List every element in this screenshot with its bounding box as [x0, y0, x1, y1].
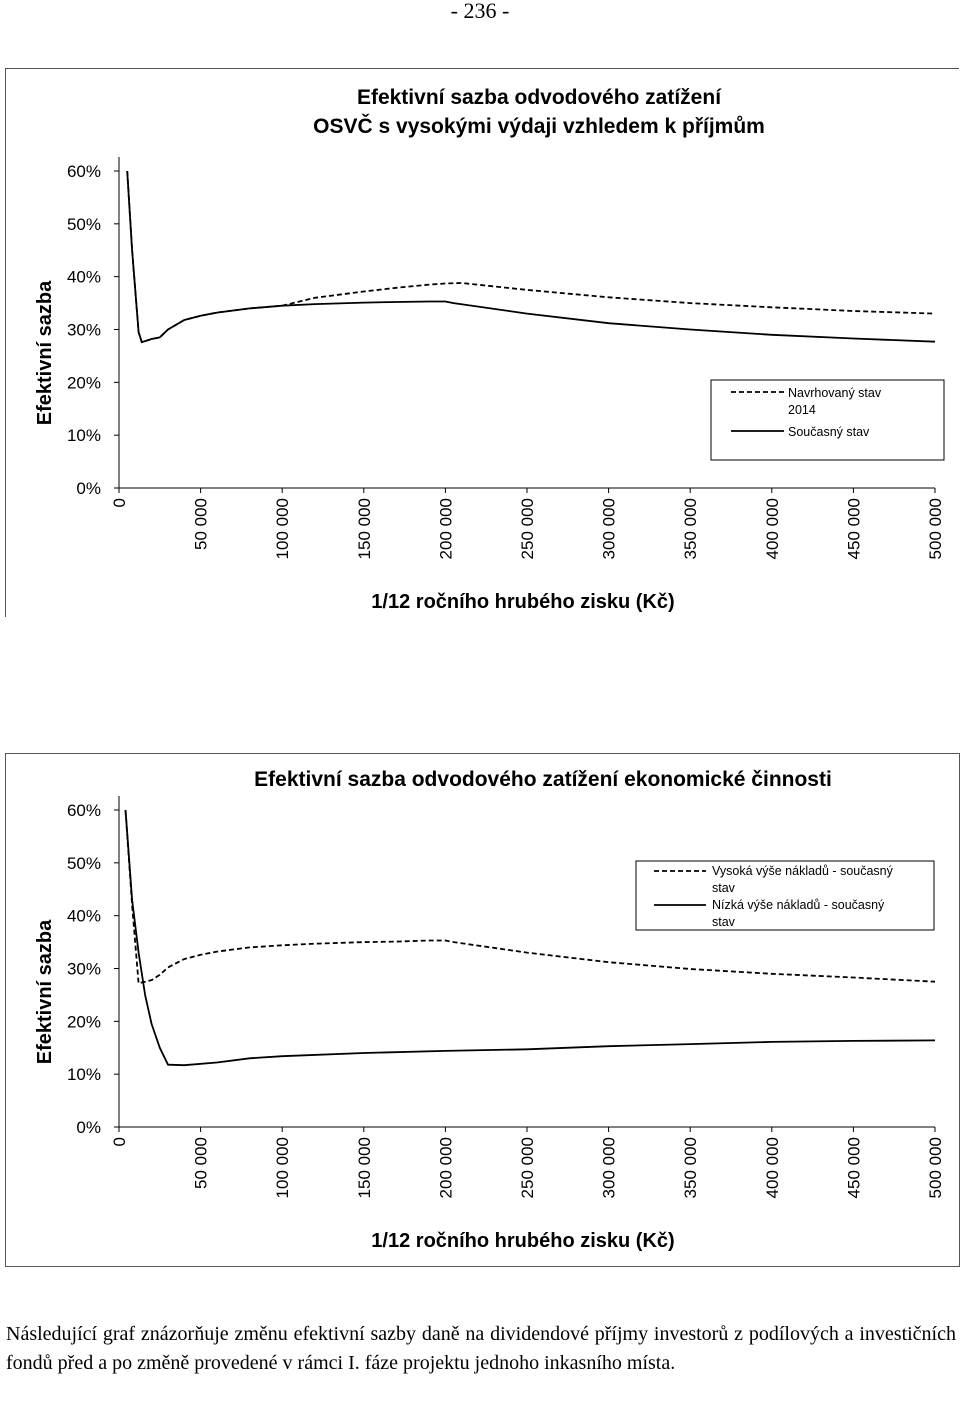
- legend-label: Současný stav: [788, 425, 870, 439]
- y-tick-label: 10%: [67, 1065, 101, 1084]
- chart-title: Efektivní sazba odvodového zatížení ekon…: [254, 768, 832, 791]
- y-tick-label: 20%: [67, 1012, 101, 1031]
- legend-label: Vysoká výše nákladů - současný: [712, 864, 894, 878]
- x-tick-label: 300 000: [600, 498, 619, 559]
- y-tick-label: 30%: [67, 960, 101, 979]
- x-tick-label: 50 000: [192, 1137, 211, 1189]
- chart-1: Efektivní sazba odvodového zatížení OSVČ …: [34, 86, 945, 613]
- chart-2-frame: Efektivní sazba odvodového zatížení ekon…: [5, 753, 960, 1267]
- x-tick-label: 450 000: [844, 498, 863, 559]
- x-tick-label: 200 000: [436, 498, 455, 559]
- x-tick-label: 400 000: [763, 498, 782, 559]
- x-tick-label: 250 000: [518, 1137, 537, 1198]
- legend-box: [635, 860, 935, 931]
- x-tick-label: 500 000: [926, 1137, 945, 1198]
- y-axis-label: Efektivní sazba: [34, 280, 56, 425]
- chart-title: Efektivní sazba odvodového zatížení: [357, 86, 722, 109]
- y-tick-label: 60%: [67, 801, 101, 820]
- y-tick-label: 30%: [67, 321, 101, 340]
- y-tick-label: 0%: [76, 1118, 101, 1137]
- x-tick-label: 0: [110, 1137, 129, 1146]
- legend-label: Nízká výše nákladů - současný: [712, 898, 885, 912]
- y-tick-label: 40%: [67, 268, 101, 287]
- legend-label: 2014: [788, 403, 816, 417]
- x-tick-label: 400 000: [763, 1137, 782, 1198]
- series-line-solid: [126, 170, 936, 344]
- series-line-solid: [124, 809, 936, 1067]
- x-tick-label: 0: [110, 498, 129, 507]
- chart-title: OSVČ s vysokými výdaji vzhledem k příjmů…: [313, 114, 765, 138]
- series-line-dashed: [126, 170, 936, 344]
- legend-label: stav: [712, 881, 736, 895]
- legend-label: Navrhovaný stav: [788, 386, 882, 400]
- x-tick-label: 350 000: [681, 1137, 700, 1198]
- y-tick-label: 20%: [67, 373, 101, 392]
- legend-box: [710, 379, 945, 461]
- y-tick-label: 50%: [67, 215, 101, 234]
- x-tick-label: 200 000: [436, 1137, 455, 1198]
- x-tick-label: 250 000: [518, 498, 537, 559]
- chart-2: Efektivní sazba odvodového zatížení ekon…: [34, 768, 945, 1252]
- chart-1-frame: Efektivní sazba odvodového zatížení OSVČ …: [5, 68, 959, 617]
- x-tick-label: 150 000: [355, 498, 374, 559]
- footnote-paragraph: Následující graf znázorňuje změnu efekti…: [6, 1323, 956, 1374]
- x-tick-label: 150 000: [355, 1137, 374, 1198]
- y-tick-label: 60%: [67, 162, 101, 181]
- y-tick-label: 10%: [67, 426, 101, 445]
- y-tick-label: 40%: [67, 907, 101, 926]
- page-number: - 236 -: [450, 0, 510, 23]
- x-axis-label: 1/12 ročního hrubého zisku (Kč): [371, 1230, 674, 1252]
- y-tick-label: 0%: [76, 479, 101, 498]
- x-tick-label: 50 000: [192, 498, 211, 550]
- y-axis-label: Efektivní sazba: [34, 919, 56, 1064]
- x-tick-label: 450 000: [844, 1137, 863, 1198]
- x-tick-label: 100 000: [273, 498, 292, 559]
- x-tick-label: 500 000: [926, 498, 945, 559]
- series-line-dashed: [124, 809, 936, 985]
- x-tick-label: 100 000: [273, 1137, 292, 1198]
- legend-label: stav: [712, 915, 736, 929]
- x-tick-label: 350 000: [681, 498, 700, 559]
- x-tick-label: 300 000: [600, 1137, 619, 1198]
- y-tick-label: 50%: [67, 854, 101, 873]
- x-axis-label: 1/12 ročního hrubého zisku (Kč): [371, 591, 674, 613]
